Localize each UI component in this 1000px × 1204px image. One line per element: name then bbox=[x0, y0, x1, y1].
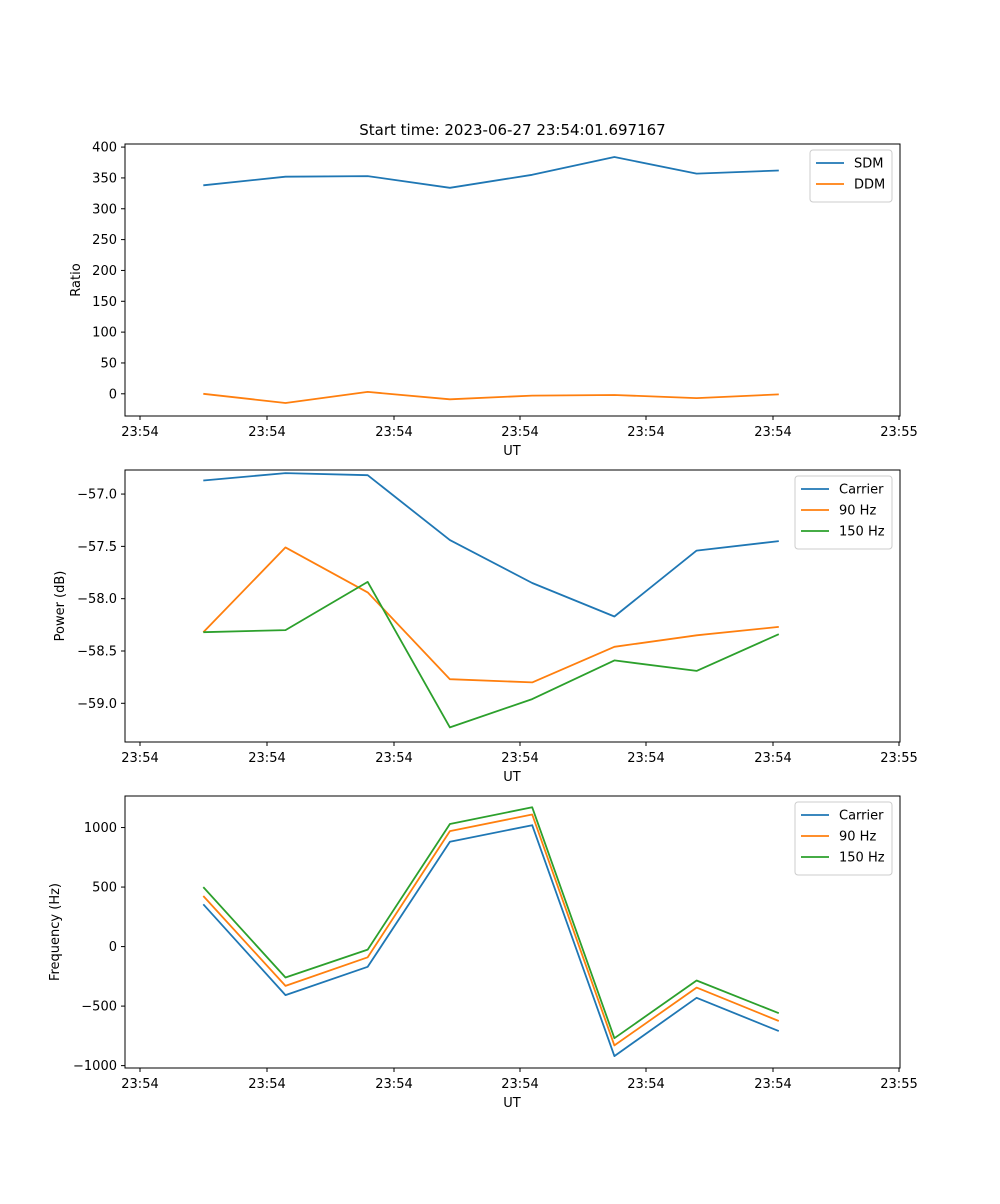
y-tick-label: 400 bbox=[92, 141, 117, 156]
x-axis-label: UT bbox=[503, 444, 521, 459]
y-tick-label: 300 bbox=[92, 202, 117, 217]
axes-frame bbox=[124, 795, 901, 1069]
x-tick-label: 23:54 bbox=[754, 751, 791, 766]
panel-2: 23:54 23:54 23:54 23:54 23:54 23:54 23:55 −57.0… bbox=[53, 469, 918, 785]
legend-label: 90 Hz bbox=[839, 830, 876, 845]
x-tick-label: 23:54 bbox=[627, 1077, 664, 1092]
y-axis-label: Power (dB) bbox=[53, 571, 68, 642]
chart-title: Start time: 2023-06-27 23:54:01.697167 bbox=[359, 121, 665, 139]
x-tick-label: 23:54 bbox=[375, 751, 412, 766]
x-tick-label: 23:54 bbox=[248, 425, 285, 440]
legend-label: DDM bbox=[854, 178, 885, 193]
x-tick-label: 23:54 bbox=[375, 1077, 412, 1092]
x-axis-label: UT bbox=[503, 1096, 521, 1111]
legend-label: 150 Hz bbox=[839, 851, 885, 866]
x-tick-label: 23:55 bbox=[880, 425, 917, 440]
x-tick-label: 23:54 bbox=[248, 751, 285, 766]
x-tick-label: 23:54 bbox=[754, 425, 791, 440]
y-tick-label: 1000 bbox=[84, 821, 117, 836]
y-tick-label: −500 bbox=[81, 1000, 117, 1015]
series-line-carrier bbox=[203, 472, 779, 618]
series-line-150-hz bbox=[202, 806, 780, 1040]
x-tick-label: 23:54 bbox=[375, 425, 412, 440]
x-tick-label: 23:54 bbox=[627, 425, 664, 440]
y-tick-label: −1000 bbox=[73, 1059, 117, 1074]
y-tick-label: 0 bbox=[109, 387, 117, 402]
axes-frame bbox=[124, 143, 901, 417]
y-tick-label: −57.5 bbox=[77, 540, 117, 555]
y-tick-label: −58.5 bbox=[77, 644, 117, 659]
series-line-ddm bbox=[203, 390, 779, 404]
x-tick-label: 23:54 bbox=[627, 751, 664, 766]
series-line-150-hz bbox=[203, 581, 780, 729]
x-tick-label: 23:55 bbox=[880, 751, 917, 766]
y-tick-label: −59.0 bbox=[77, 697, 117, 712]
legend-label: 150 Hz bbox=[839, 525, 885, 540]
y-axis-label: Frequency (Hz) bbox=[48, 883, 63, 981]
x-tick-label: 23:54 bbox=[501, 425, 538, 440]
x-tick-label: 23:54 bbox=[121, 1077, 158, 1092]
series-line-90-hz bbox=[202, 813, 780, 1047]
legend-label: 90 Hz bbox=[839, 504, 876, 519]
x-tick-label: 23:54 bbox=[121, 751, 158, 766]
panel-3: 23:54 23:54 23:54 23:54 23:54 23:54 23:55 1000 5… bbox=[48, 795, 918, 1111]
y-tick-label: 200 bbox=[92, 264, 117, 279]
y-axis-label: Ratio bbox=[69, 263, 84, 296]
legend-label: Carrier bbox=[839, 483, 884, 498]
series-line-sdm bbox=[203, 156, 779, 189]
y-tick-label: −57.0 bbox=[77, 488, 117, 503]
y-tick-label: 250 bbox=[92, 233, 117, 248]
legend: Carrier 90 Hz 150 Hz bbox=[794, 475, 893, 550]
x-tick-label: 23:54 bbox=[121, 425, 158, 440]
axes-frame bbox=[124, 469, 901, 743]
x-tick-label: 23:54 bbox=[754, 1077, 791, 1092]
panel-1: 23:54 23:54 23:54 23:54 23:54 23:54 23:55 0 50 10… bbox=[69, 141, 918, 459]
legend: SDM DDM bbox=[809, 149, 893, 203]
y-tick-label: 500 bbox=[92, 881, 117, 896]
x-tick-label: 23:54 bbox=[501, 1077, 538, 1092]
series-line-carrier bbox=[202, 824, 780, 1057]
legend: Carrier 90 Hz 150 Hz bbox=[794, 801, 893, 876]
x-tick-label: 23:54 bbox=[501, 751, 538, 766]
y-tick-label: 350 bbox=[92, 171, 117, 186]
x-tick-label: 23:54 bbox=[248, 1077, 285, 1092]
series-line-90-hz bbox=[202, 546, 779, 684]
y-tick-label: 50 bbox=[100, 356, 117, 371]
y-tick-label: 0 bbox=[109, 940, 117, 955]
y-tick-label: −58.0 bbox=[77, 592, 117, 607]
x-axis-label: UT bbox=[503, 770, 521, 785]
legend-label: Carrier bbox=[839, 809, 884, 824]
legend-label: SDM bbox=[854, 157, 883, 172]
x-tick-label: 23:55 bbox=[880, 1077, 917, 1092]
y-tick-label: 100 bbox=[92, 326, 117, 341]
y-tick-label: 150 bbox=[92, 295, 117, 310]
